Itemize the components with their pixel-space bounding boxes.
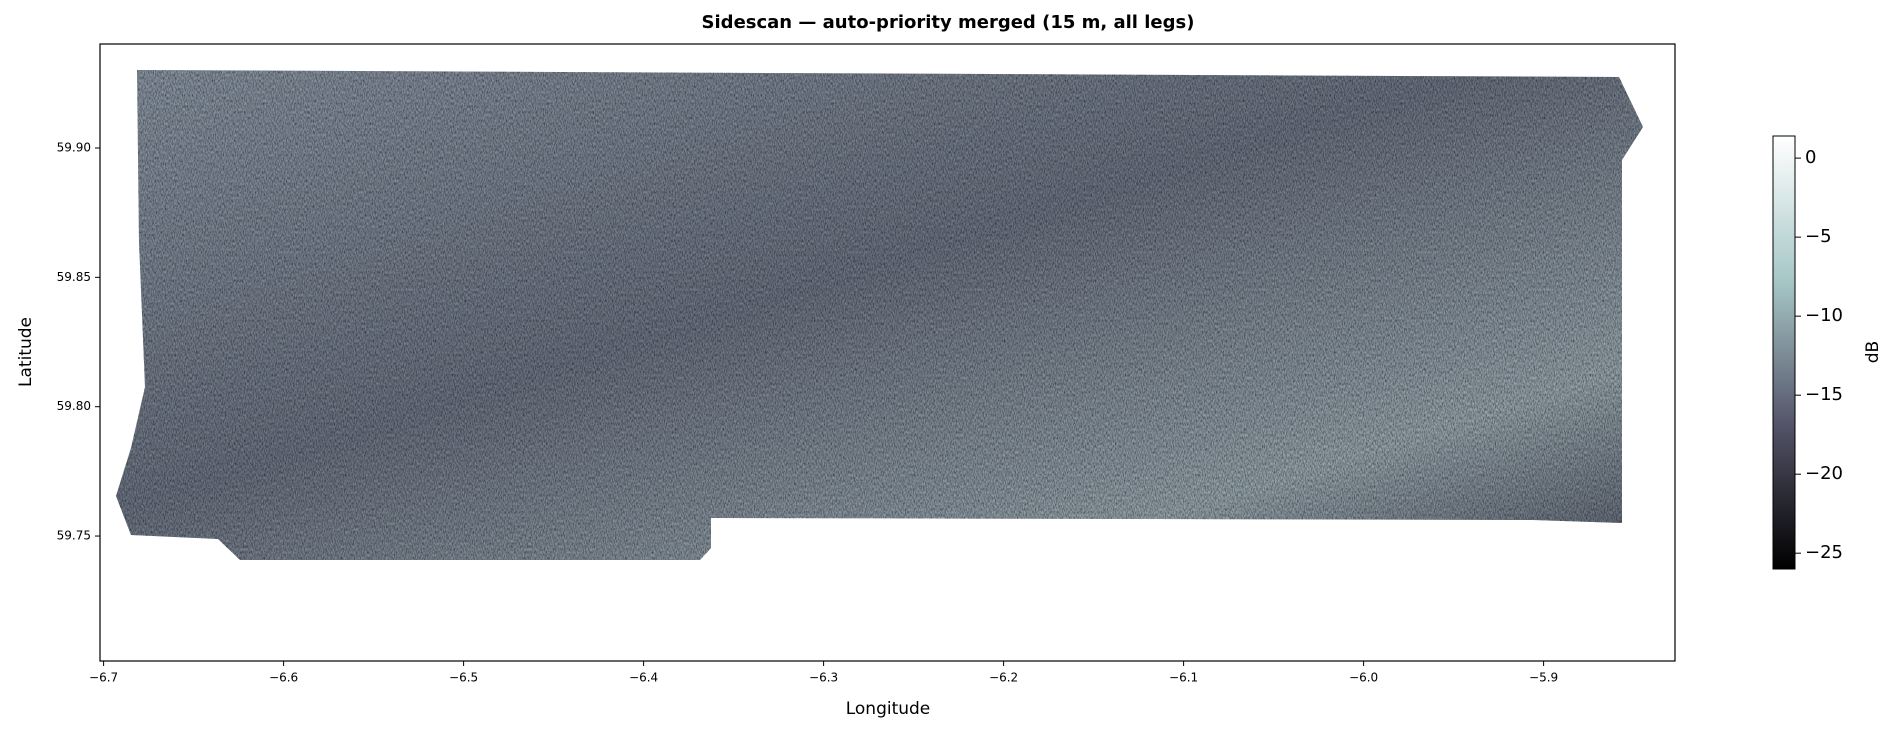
axes-frame [99,43,1676,662]
colorbar-tick-label: −5 [1805,226,1832,247]
y-tick-label: 59.85 [57,270,91,284]
colorbar-tick-label: −15 [1805,384,1843,405]
x-tick-label: −6.1 [1169,671,1198,685]
colorbar-tick-label: 0 [1805,147,1816,168]
x-axis-label: Longitude [846,699,931,719]
x-tick-label: −6.6 [269,671,298,685]
x-tick-label: −6.0 [1349,671,1378,685]
chart-title: Sidescan — auto-priority merged (15 m, a… [702,12,1195,33]
colorbar-tick-label: −10 [1805,305,1843,326]
y-tick-label: 59.75 [57,529,91,543]
x-tick-label: −6.7 [89,671,118,685]
x-tick-label: −6.3 [809,671,838,685]
x-tick-label: −6.2 [989,671,1018,685]
x-tick-label: −6.5 [449,671,478,685]
colorbar [1772,135,1796,570]
y-tick-label: 59.90 [57,140,91,154]
mosaic-footprint [116,70,1643,560]
x-tick-label: −6.4 [629,671,658,685]
colorbar-label: dB [1863,341,1883,363]
colorbar-tick-label: −20 [1805,463,1843,484]
y-axis-label: Latitude [16,317,36,387]
y-tick-label: 59.80 [57,399,91,413]
x-tick-label: −5.9 [1529,671,1558,685]
colorbar-tick-label: −25 [1805,542,1843,563]
